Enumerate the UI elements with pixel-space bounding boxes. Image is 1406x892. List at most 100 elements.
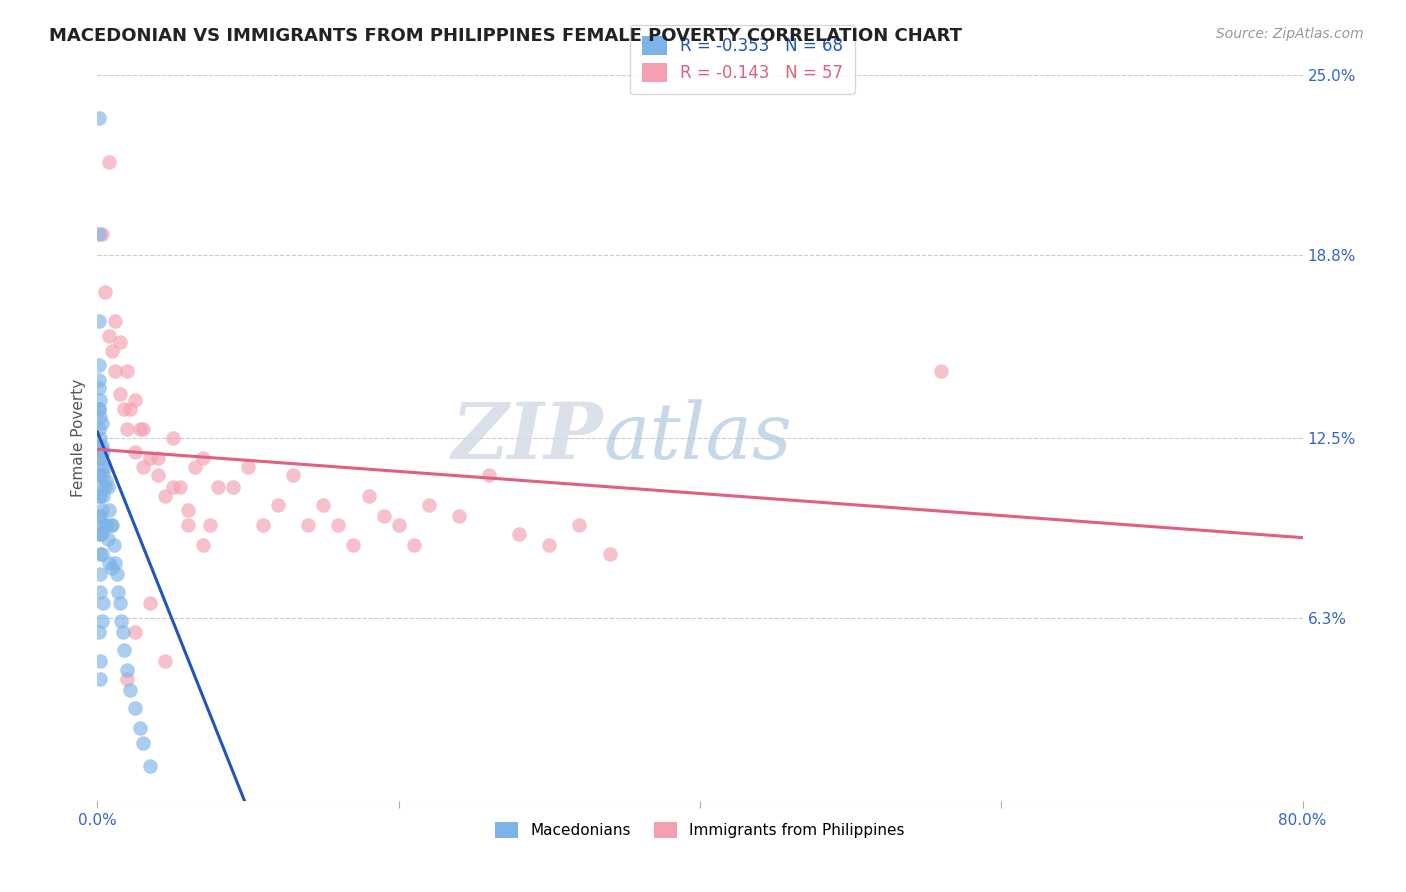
Point <box>104 556 127 570</box>
Point <box>131 459 153 474</box>
Point <box>87 422 110 436</box>
Point <box>169 480 191 494</box>
Point <box>96 517 118 532</box>
Point <box>87 381 110 395</box>
Point <box>312 498 335 512</box>
Point <box>101 343 124 358</box>
Point <box>128 422 150 436</box>
Point <box>94 480 117 494</box>
Point <box>96 475 118 489</box>
Point <box>131 422 153 436</box>
Point <box>87 401 110 416</box>
Point <box>108 334 131 349</box>
Point <box>108 596 131 610</box>
Y-axis label: Female Poverty: Female Poverty <box>72 378 86 497</box>
Point <box>108 387 131 401</box>
Point <box>104 314 127 328</box>
Point <box>97 533 120 547</box>
Point <box>101 561 124 575</box>
Point <box>146 450 169 465</box>
Point <box>162 431 184 445</box>
Point <box>94 459 117 474</box>
Point <box>93 596 115 610</box>
Point <box>599 547 621 561</box>
Text: Source: ZipAtlas.com: Source: ZipAtlas.com <box>1216 27 1364 41</box>
Point <box>357 489 380 503</box>
Point <box>478 468 501 483</box>
Point <box>87 401 110 416</box>
Point <box>267 498 290 512</box>
Point <box>124 701 146 715</box>
Legend: Macedonians, Immigrants from Philippines: Macedonians, Immigrants from Philippines <box>489 816 911 844</box>
Point <box>538 538 561 552</box>
Point <box>328 517 350 532</box>
Point <box>89 392 111 407</box>
Point <box>89 468 111 483</box>
Point <box>89 567 111 582</box>
Point <box>207 480 229 494</box>
Point <box>89 655 111 669</box>
Point <box>90 227 112 242</box>
Point <box>103 538 125 552</box>
Point <box>90 526 112 541</box>
Point <box>131 736 153 750</box>
Point <box>87 625 110 640</box>
Point <box>191 450 214 465</box>
Point <box>128 721 150 735</box>
Point <box>120 401 142 416</box>
Point <box>87 358 110 372</box>
Point <box>87 509 110 524</box>
Point <box>124 625 146 640</box>
Text: ZIP: ZIP <box>451 400 603 476</box>
Point <box>98 556 121 570</box>
Point <box>929 364 952 378</box>
Point <box>200 517 222 532</box>
Point <box>153 655 176 669</box>
Point <box>162 480 184 494</box>
Point <box>402 538 425 552</box>
Point <box>87 489 110 503</box>
Point <box>124 445 146 459</box>
Point <box>93 489 115 503</box>
Point <box>177 517 200 532</box>
Point <box>110 614 132 628</box>
Point <box>87 314 110 328</box>
Point <box>297 517 319 532</box>
Point <box>105 567 128 582</box>
Point <box>89 509 111 524</box>
Point <box>98 154 121 169</box>
Text: MACEDONIAN VS IMMIGRANTS FROM PHILIPPINES FEMALE POVERTY CORRELATION CHART: MACEDONIAN VS IMMIGRANTS FROM PHILIPPINE… <box>49 27 962 45</box>
Point <box>222 480 245 494</box>
Point <box>139 759 162 773</box>
Point <box>89 431 111 445</box>
Point <box>90 480 112 494</box>
Point <box>90 614 112 628</box>
Point <box>93 517 115 532</box>
Point <box>388 517 411 532</box>
Point <box>97 480 120 494</box>
Point <box>124 392 146 407</box>
Point <box>104 364 127 378</box>
Point <box>139 596 162 610</box>
Point <box>89 489 111 503</box>
Point <box>117 672 139 686</box>
Point <box>177 503 200 517</box>
Point <box>90 503 112 517</box>
Point <box>89 450 111 465</box>
Point <box>184 459 207 474</box>
Point <box>87 439 110 453</box>
Point <box>153 489 176 503</box>
Point <box>94 517 117 532</box>
Point <box>87 450 110 465</box>
Point <box>418 498 440 512</box>
Point <box>101 517 124 532</box>
Point <box>107 584 129 599</box>
Point <box>87 373 110 387</box>
Point <box>283 468 305 483</box>
Point <box>94 285 117 300</box>
Point <box>114 642 136 657</box>
Point <box>89 547 111 561</box>
Point <box>89 526 111 541</box>
Point <box>90 416 112 430</box>
Point <box>236 459 259 474</box>
